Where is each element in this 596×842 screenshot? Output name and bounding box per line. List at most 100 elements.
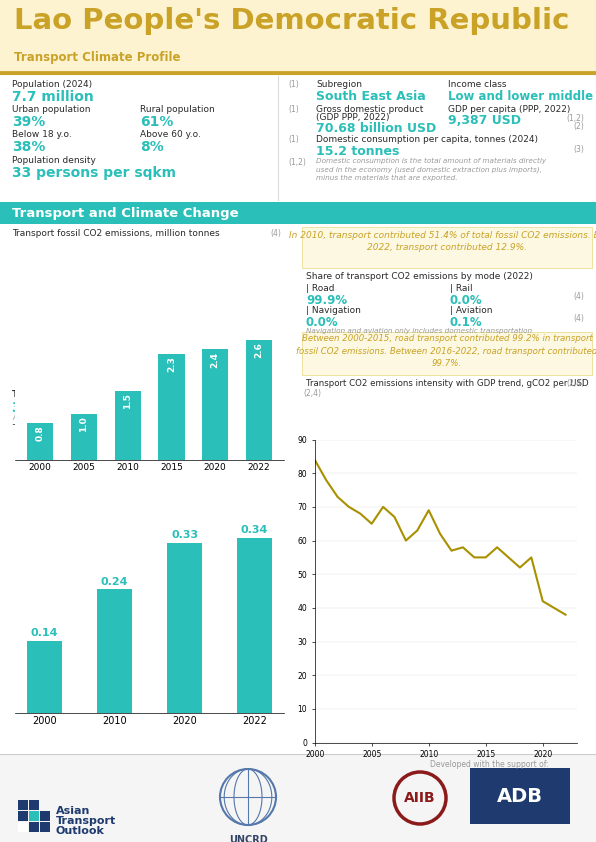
Text: 0.33: 0.33 bbox=[171, 530, 198, 540]
Text: Domestic consumption per capita, tonnes (2024): Domestic consumption per capita, tonnes … bbox=[316, 135, 538, 144]
Bar bbox=[0, 0, 596, 72]
Text: Rural population: Rural population bbox=[140, 105, 215, 114]
Bar bbox=[302, 332, 592, 375]
Text: (3): (3) bbox=[573, 145, 584, 154]
Text: AIIB: AIIB bbox=[404, 791, 436, 805]
Text: ADB: ADB bbox=[497, 786, 543, 806]
Bar bbox=[29, 811, 39, 821]
Text: (2,4): (2,4) bbox=[303, 389, 321, 398]
Text: Transport and Climate Change: Transport and Climate Change bbox=[12, 206, 238, 220]
Bar bbox=[18, 800, 28, 810]
Text: (2,4): (2,4) bbox=[566, 379, 584, 388]
Text: 8%: 8% bbox=[140, 140, 164, 154]
Text: 2.4: 2.4 bbox=[211, 351, 220, 367]
Text: 0.0%: 0.0% bbox=[450, 294, 483, 307]
Bar bbox=[302, 227, 592, 268]
Bar bbox=[114, 391, 141, 460]
Bar bbox=[27, 641, 62, 713]
Text: (1,2): (1,2) bbox=[566, 114, 584, 123]
Text: (GDP PPP, 2022): (GDP PPP, 2022) bbox=[316, 113, 390, 122]
Text: (1,4): (1,4) bbox=[263, 424, 281, 433]
Text: 2.6: 2.6 bbox=[254, 343, 263, 358]
Bar bbox=[202, 349, 228, 460]
Text: Urban population: Urban population bbox=[12, 105, 91, 114]
Bar bbox=[18, 811, 28, 821]
Text: (4): (4) bbox=[573, 292, 584, 301]
Text: 0.34: 0.34 bbox=[241, 525, 268, 535]
Text: UNCRD: UNCRD bbox=[229, 835, 268, 842]
Text: Developed with the support of:: Developed with the support of: bbox=[430, 760, 549, 769]
Text: Outlook: Outlook bbox=[56, 826, 105, 836]
Text: | Navigation: | Navigation bbox=[306, 306, 361, 315]
Text: Income class: Income class bbox=[448, 80, 507, 89]
Text: 0.8: 0.8 bbox=[36, 425, 45, 441]
Text: 1.5: 1.5 bbox=[123, 393, 132, 409]
Bar bbox=[0, 202, 596, 224]
Bar bbox=[18, 822, 28, 832]
Bar bbox=[0, 754, 596, 842]
Text: 99.9%: 99.9% bbox=[306, 294, 347, 307]
Text: (1): (1) bbox=[288, 105, 299, 114]
Bar bbox=[27, 423, 54, 460]
Text: Navigation and aviation only includes domestic transportation: Navigation and aviation only includes do… bbox=[306, 328, 532, 334]
Text: Transport CO2 emissions intensity with GDP trend, gCO2 per USD: Transport CO2 emissions intensity with G… bbox=[306, 379, 589, 388]
Text: 38%: 38% bbox=[12, 140, 45, 154]
Bar bbox=[470, 768, 570, 824]
Text: Between 2000-2015, road transport contributed 99.2% in transport
fossil CO2 emis: Between 2000-2015, road transport contri… bbox=[296, 334, 596, 368]
Bar bbox=[246, 340, 272, 460]
Text: (1): (1) bbox=[288, 80, 299, 89]
Bar bbox=[40, 822, 50, 832]
Bar bbox=[40, 811, 50, 821]
Text: Below 18 y.o.: Below 18 y.o. bbox=[12, 130, 72, 139]
Text: 0.14: 0.14 bbox=[31, 628, 58, 638]
Text: 9,387 USD: 9,387 USD bbox=[448, 114, 521, 127]
Text: Lao People's Democratic Republic: Lao People's Democratic Republic bbox=[14, 7, 569, 35]
Text: Asia-Pacific average is 33.2 gCO2 per USD: Asia-Pacific average is 33.2 gCO2 per US… bbox=[12, 413, 174, 422]
Text: Share of transport CO2 emissions by mode (2022): Share of transport CO2 emissions by mode… bbox=[306, 272, 533, 281]
Text: In 2010, transport contributed 51.4% of total fossil CO2 emissions. By
2022, tra: In 2010, transport contributed 51.4% of … bbox=[289, 231, 596, 253]
Text: Transport Climate Profile: Transport Climate Profile bbox=[14, 51, 181, 64]
Text: South East Asia: South East Asia bbox=[316, 90, 426, 103]
Text: 0.0%: 0.0% bbox=[306, 316, 339, 329]
Text: 7.7 million: 7.7 million bbox=[12, 90, 94, 104]
Text: Asian: Asian bbox=[56, 806, 91, 816]
Text: Transport fossil CO2 emissions, million tonnes: Transport fossil CO2 emissions, million … bbox=[12, 229, 219, 238]
Text: 61%: 61% bbox=[140, 115, 173, 129]
Text: Population (2024): Population (2024) bbox=[12, 80, 92, 89]
Text: | Aviation: | Aviation bbox=[450, 306, 492, 315]
Bar bbox=[29, 822, 39, 832]
Text: GDP per capita (PPP, 2022): GDP per capita (PPP, 2022) bbox=[448, 105, 570, 114]
Text: 2.3: 2.3 bbox=[167, 356, 176, 372]
Text: (1): (1) bbox=[288, 135, 299, 144]
Bar bbox=[159, 354, 185, 460]
Bar bbox=[0, 74, 596, 202]
Text: | Road: | Road bbox=[306, 284, 334, 293]
Bar bbox=[237, 537, 272, 713]
Text: Above 60 y.o.: Above 60 y.o. bbox=[140, 130, 201, 139]
Text: 33 persons per sqkm: 33 persons per sqkm bbox=[12, 166, 176, 180]
Text: 36.7 gCO2 per USD: 36.7 gCO2 per USD bbox=[12, 401, 162, 415]
Text: Domestic consumption is the total amount of materials directly
used in the econo: Domestic consumption is the total amount… bbox=[316, 158, 546, 181]
Text: Subregion: Subregion bbox=[316, 80, 362, 89]
Text: (2,4): (2,4) bbox=[263, 401, 281, 410]
Text: Transport CO2 emissions intensity with GDP, 2022: Transport CO2 emissions intensity with G… bbox=[12, 390, 267, 399]
Text: 0.24: 0.24 bbox=[101, 577, 128, 587]
Text: Low and lower middle income: Low and lower middle income bbox=[448, 90, 596, 103]
Text: (2): (2) bbox=[573, 122, 584, 131]
Text: 39%: 39% bbox=[12, 115, 45, 129]
Text: Transport: Transport bbox=[56, 816, 116, 826]
Text: 70.68 billion USD: 70.68 billion USD bbox=[316, 122, 436, 135]
Text: 15.2 tonnes: 15.2 tonnes bbox=[316, 145, 399, 158]
Text: (4): (4) bbox=[270, 229, 281, 238]
Text: 0.1%: 0.1% bbox=[450, 316, 483, 329]
Text: 1.0: 1.0 bbox=[79, 416, 88, 432]
Text: (4): (4) bbox=[573, 314, 584, 323]
Bar bbox=[71, 413, 97, 460]
Text: Gross domestic product: Gross domestic product bbox=[316, 105, 423, 114]
Bar bbox=[97, 589, 132, 713]
Text: Population density: Population density bbox=[12, 156, 96, 165]
Text: | Rail: | Rail bbox=[450, 284, 473, 293]
Bar bbox=[29, 800, 39, 810]
Bar bbox=[167, 542, 202, 713]
Text: (1,2): (1,2) bbox=[288, 158, 306, 167]
